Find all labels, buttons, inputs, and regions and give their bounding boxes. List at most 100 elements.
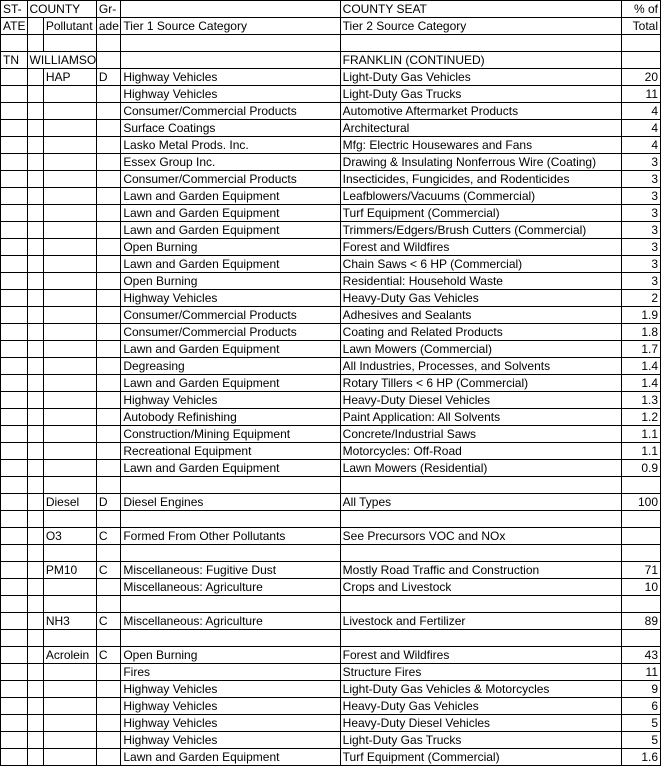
tier2-cell: Coating and Related Products	[340, 324, 622, 341]
data-row: DegreasingAll Industries, Processes, and…	[1, 358, 661, 375]
tier2-cell: All Types	[340, 494, 622, 511]
tier2-cell: Heavy-Duty Gas Vehicles	[340, 290, 622, 307]
tier2-cell: Lawn Mowers (Residential)	[340, 460, 622, 477]
pct-cell: 0.9	[622, 460, 661, 477]
pct-cell: 43	[622, 647, 661, 664]
tier2-cell: Structure Fires	[340, 664, 622, 681]
countyseat-cell: FRANKLIN (CONTINUED)	[340, 52, 622, 69]
tier1-cell: Consumer/Commercial Products	[121, 307, 340, 324]
pct-cell: 1.2	[622, 409, 661, 426]
emissions-table: ST-COUNTYGr-COUNTY SEAT% ofATEPollutanta…	[0, 0, 661, 766]
data-row: Autobody RefinishingPaint Application: A…	[1, 409, 661, 426]
header-row-2: ATEPollutantadeTier 1 Source CategoryTie…	[1, 18, 661, 35]
pct-cell: 20	[622, 69, 661, 86]
tier1-cell: Degreasing	[121, 358, 340, 375]
tier2-cell: All Industries, Processes, and Solvents	[340, 358, 622, 375]
data-row: Construction/Mining EquipmentConcrete/In…	[1, 426, 661, 443]
tier1-cell: Fires	[121, 664, 340, 681]
grade-cell: C	[96, 528, 120, 545]
blank-row	[1, 596, 661, 613]
tier1-cell: Highway Vehicles	[121, 86, 340, 103]
tier1-cell: Highway Vehicles	[121, 732, 340, 749]
blank-row	[1, 35, 661, 52]
pct-cell: 100	[622, 494, 661, 511]
data-row: NH3CMiscellaneous: AgricultureLivestock …	[1, 613, 661, 630]
pct-cell: 3	[622, 239, 661, 256]
tier1-cell: Autobody Refinishing	[121, 409, 340, 426]
tier1-cell: Construction/Mining Equipment	[121, 426, 340, 443]
hdr-tier2: Tier 2 Source Category	[340, 18, 622, 35]
pollutant-cell: NH3	[43, 613, 96, 630]
data-row: Highway VehiclesLight-Duty Gas Vehicles …	[1, 681, 661, 698]
tier1-cell: Lasko Metal Prods. Inc.	[121, 137, 340, 154]
pct-cell: 10	[622, 579, 661, 596]
data-row: Lawn and Garden EquipmentTurf Equipment …	[1, 749, 661, 766]
data-row: Consumer/Commercial ProductsInsecticides…	[1, 171, 661, 188]
data-row: PM10CMiscellaneous: Fugitive DustMostly …	[1, 562, 661, 579]
pct-cell: 3	[622, 188, 661, 205]
blank-row	[1, 630, 661, 647]
data-row: Surface CoatingsArchitectural4	[1, 120, 661, 137]
tier1-cell: Miscellaneous: Agriculture	[121, 579, 340, 596]
data-row: Lasko Metal Prods. Inc.Mfg: Electric Hou…	[1, 137, 661, 154]
tier1-cell: Highway Vehicles	[121, 69, 340, 86]
tier1-cell: Consumer/Commercial Products	[121, 103, 340, 120]
data-row: Lawn and Garden EquipmentChain Saws < 6 …	[1, 256, 661, 273]
data-row: FiresStructure Fires11	[1, 664, 661, 681]
hdr-state: ST-	[1, 1, 28, 18]
data-row: Open BurningResidential: Household Waste…	[1, 273, 661, 290]
state-county-row: TNWILLIAMSONFRANKLIN (CONTINUED)	[1, 52, 661, 69]
data-row: Highway VehiclesHeavy-Duty Diesel Vehicl…	[1, 392, 661, 409]
tier2-cell: Residential: Household Waste	[340, 273, 622, 290]
data-row: Highway VehiclesHeavy-Duty Diesel Vehicl…	[1, 715, 661, 732]
tier2-cell: Forest and Wildfires	[340, 239, 622, 256]
tier2-cell: Heavy-Duty Diesel Vehicles	[340, 392, 622, 409]
pct-cell	[622, 528, 661, 545]
tier1-cell: Essex Group Inc.	[121, 154, 340, 171]
pollutant-cell: O3	[43, 528, 96, 545]
tier1-cell: Lawn and Garden Equipment	[121, 341, 340, 358]
pollutant-cell: Acrolein	[43, 647, 96, 664]
hdr-pollutant: Pollutant	[43, 18, 96, 35]
tier2-cell: Light-Duty Gas Vehicles	[340, 69, 622, 86]
grade-cell: C	[96, 647, 120, 664]
tier2-cell: Lawn Mowers (Commercial)	[340, 341, 622, 358]
hdr-ate: ATE	[1, 18, 28, 35]
data-row: Highway VehiclesLight-Duty Gas Trucks11	[1, 86, 661, 103]
tier2-cell: Paint Application: All Solvents	[340, 409, 622, 426]
data-row: Open BurningForest and Wildfires3	[1, 239, 661, 256]
data-row: Lawn and Garden EquipmentRotary Tillers …	[1, 375, 661, 392]
tier2-cell: Concrete/Industrial Saws	[340, 426, 622, 443]
data-row: Consumer/Commercial ProductsAdhesives an…	[1, 307, 661, 324]
data-row: DieselDDiesel EnginesAll Types100	[1, 494, 661, 511]
tier1-cell: Miscellaneous: Fugitive Dust	[121, 562, 340, 579]
data-row: Recreational EquipmentMotorcycles: Off-R…	[1, 443, 661, 460]
tier1-cell: Lawn and Garden Equipment	[121, 375, 340, 392]
hdr-tier1-blank	[121, 1, 340, 18]
data-row: Lawn and Garden EquipmentLawn Mowers (Co…	[1, 341, 661, 358]
pct-cell: 1.4	[622, 358, 661, 375]
pct-cell: 3	[622, 273, 661, 290]
tier1-cell: Lawn and Garden Equipment	[121, 222, 340, 239]
hdr-county: COUNTY	[27, 1, 96, 18]
tier1-cell: Surface Coatings	[121, 120, 340, 137]
grade-cell: C	[96, 613, 120, 630]
pct-cell: 1.9	[622, 307, 661, 324]
pollutant-cell: HAP	[43, 69, 96, 86]
tier2-cell: Chain Saws < 6 HP (Commercial)	[340, 256, 622, 273]
tier1-cell: Lawn and Garden Equipment	[121, 256, 340, 273]
tier2-cell: See Precursors VOC and NOx	[340, 528, 622, 545]
tier2-cell: Mostly Road Traffic and Construction	[340, 562, 622, 579]
blank-row	[1, 477, 661, 494]
pct-cell: 1.3	[622, 392, 661, 409]
pct-cell: 1.1	[622, 426, 661, 443]
hdr-pct: % of	[622, 1, 661, 18]
pct-cell: 1.7	[622, 341, 661, 358]
tier2-cell: Leafblowers/Vacuums (Commercial)	[340, 188, 622, 205]
pollutant-cell: Diesel	[43, 494, 96, 511]
blank-row	[1, 511, 661, 528]
county-cell: WILLIAMSON	[27, 52, 96, 69]
tier2-cell: Heavy-Duty Diesel Vehicles	[340, 715, 622, 732]
pct-cell: 4	[622, 103, 661, 120]
hdr-grade: Gr-	[96, 1, 120, 18]
